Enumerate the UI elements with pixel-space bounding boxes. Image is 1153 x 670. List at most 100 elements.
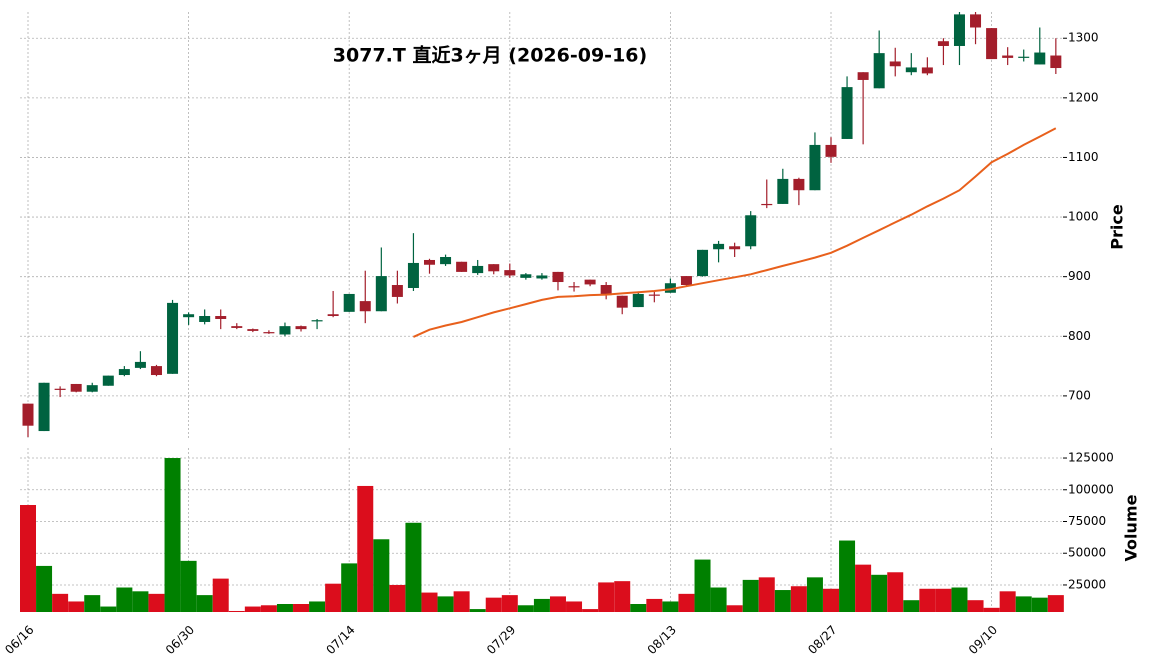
- y-tick-label: 700: [1068, 388, 1091, 402]
- candle-body: [134, 361, 146, 368]
- volume-bar: [132, 591, 149, 612]
- volume-bar: [373, 539, 390, 612]
- candle-body: [986, 28, 998, 60]
- volume-bar: [935, 588, 952, 612]
- volume-bar: [389, 584, 406, 612]
- candle-body: [424, 259, 435, 265]
- candle-body: [118, 369, 130, 376]
- volume-bar: [887, 572, 904, 612]
- candle-body: [472, 265, 484, 274]
- volume-axis-label: Volume: [1122, 494, 1141, 561]
- volume-bar: [68, 601, 85, 612]
- volume-bar: [325, 583, 342, 612]
- volume-bar: [453, 591, 470, 612]
- y-tick-label: 800: [1068, 329, 1091, 343]
- volume-bar: [244, 606, 261, 612]
- candle-body: [247, 329, 259, 331]
- candle-body: [600, 285, 612, 296]
- volume-bar: [758, 577, 775, 612]
- candle-body: [584, 279, 596, 285]
- volume-bar: [566, 601, 583, 612]
- y-tick-label: 1200: [1068, 90, 1099, 104]
- volume-bar: [228, 610, 245, 612]
- candle-body: [921, 67, 933, 74]
- y-tick-label: 1300: [1068, 31, 1099, 45]
- volume-bar: [405, 522, 422, 612]
- candle-body: [520, 274, 532, 278]
- volume-bar: [919, 588, 936, 612]
- candle-body: [937, 41, 949, 46]
- volume-bar: [148, 593, 165, 612]
- volume-bar: [903, 600, 920, 612]
- candle-body: [1018, 56, 1030, 58]
- volume-bar: [1047, 595, 1064, 612]
- volume-bar: [309, 601, 326, 612]
- x-tick-label: 06/30: [163, 623, 197, 657]
- x-tick-label: 07/14: [323, 623, 357, 657]
- volume-bar: [533, 598, 550, 612]
- volume-bar: [276, 604, 293, 612]
- chart-title: 3077.T 直近3ヶ月 (2026-09-16): [333, 44, 647, 67]
- volume-bar: [36, 565, 53, 612]
- x-tick-label: 09/10: [966, 623, 1000, 657]
- candle-body: [713, 243, 725, 250]
- candle-body: [745, 215, 757, 247]
- volume-tick-label: 50000: [1068, 546, 1106, 560]
- volume-bar: [582, 609, 599, 612]
- volume-bar: [871, 574, 888, 612]
- candle-body: [616, 295, 628, 308]
- candle-body: [231, 326, 243, 328]
- candle-body: [632, 293, 644, 308]
- volume-bar: [790, 586, 807, 612]
- candle-body: [729, 246, 741, 250]
- volume-bar: [84, 595, 101, 612]
- volume-bar: [260, 605, 277, 612]
- volume-tick-label: 125000: [1068, 451, 1114, 465]
- x-tick-label: 08/27: [805, 623, 839, 657]
- volume-bar: [180, 560, 197, 612]
- volume-bar: [293, 604, 310, 612]
- volume-bar: [517, 605, 534, 612]
- volume-bar: [485, 597, 502, 612]
- candle-body: [793, 178, 805, 191]
- candle-body: [873, 53, 885, 89]
- candle-body: [456, 261, 468, 272]
- candle-body: [263, 332, 275, 334]
- candle-body: [697, 249, 709, 277]
- candle-body: [488, 264, 500, 272]
- candle-body: [970, 14, 982, 28]
- volume-bar: [614, 581, 631, 612]
- candle-body: [1050, 55, 1062, 69]
- volume-bar: [1015, 596, 1032, 612]
- volume-bar: [549, 596, 566, 612]
- candle-body: [664, 283, 676, 293]
- volume-bar: [951, 587, 968, 612]
- candle-body: [375, 276, 387, 312]
- volume-bar: [806, 577, 823, 612]
- candle-body: [777, 178, 789, 204]
- volume-bar: [823, 588, 839, 612]
- volume-bar: [710, 587, 727, 612]
- candle-body: [38, 382, 50, 432]
- y-tick-label: 900: [1068, 269, 1091, 283]
- volume-bar: [774, 590, 791, 612]
- y-tick-label: 1100: [1068, 150, 1099, 164]
- volume-bar: [20, 504, 36, 612]
- y-axis-label: Price: [1108, 204, 1127, 250]
- candle-body: [22, 403, 34, 426]
- candle-body: [343, 293, 355, 312]
- candle-body: [359, 301, 371, 312]
- volume-bar: [646, 598, 663, 612]
- candle-body: [327, 314, 339, 317]
- volume-bar: [196, 595, 213, 612]
- candle-body: [552, 271, 564, 283]
- candle-body: [215, 316, 227, 319]
- candle-body: [150, 366, 162, 376]
- volume-bar: [341, 563, 358, 612]
- volume-bar: [839, 540, 856, 612]
- volume-bar: [855, 564, 872, 612]
- candle-body: [183, 314, 195, 318]
- candle-body: [857, 72, 869, 80]
- candle-body: [680, 276, 692, 286]
